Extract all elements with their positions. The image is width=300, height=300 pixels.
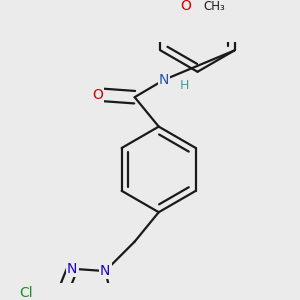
Text: CH₃: CH₃ xyxy=(203,0,225,13)
Text: N: N xyxy=(159,73,169,87)
Text: N: N xyxy=(67,262,77,276)
Text: Cl: Cl xyxy=(20,286,33,300)
Text: O: O xyxy=(92,88,103,101)
Text: N: N xyxy=(100,264,110,278)
Text: H: H xyxy=(180,79,190,92)
Text: O: O xyxy=(180,0,191,13)
